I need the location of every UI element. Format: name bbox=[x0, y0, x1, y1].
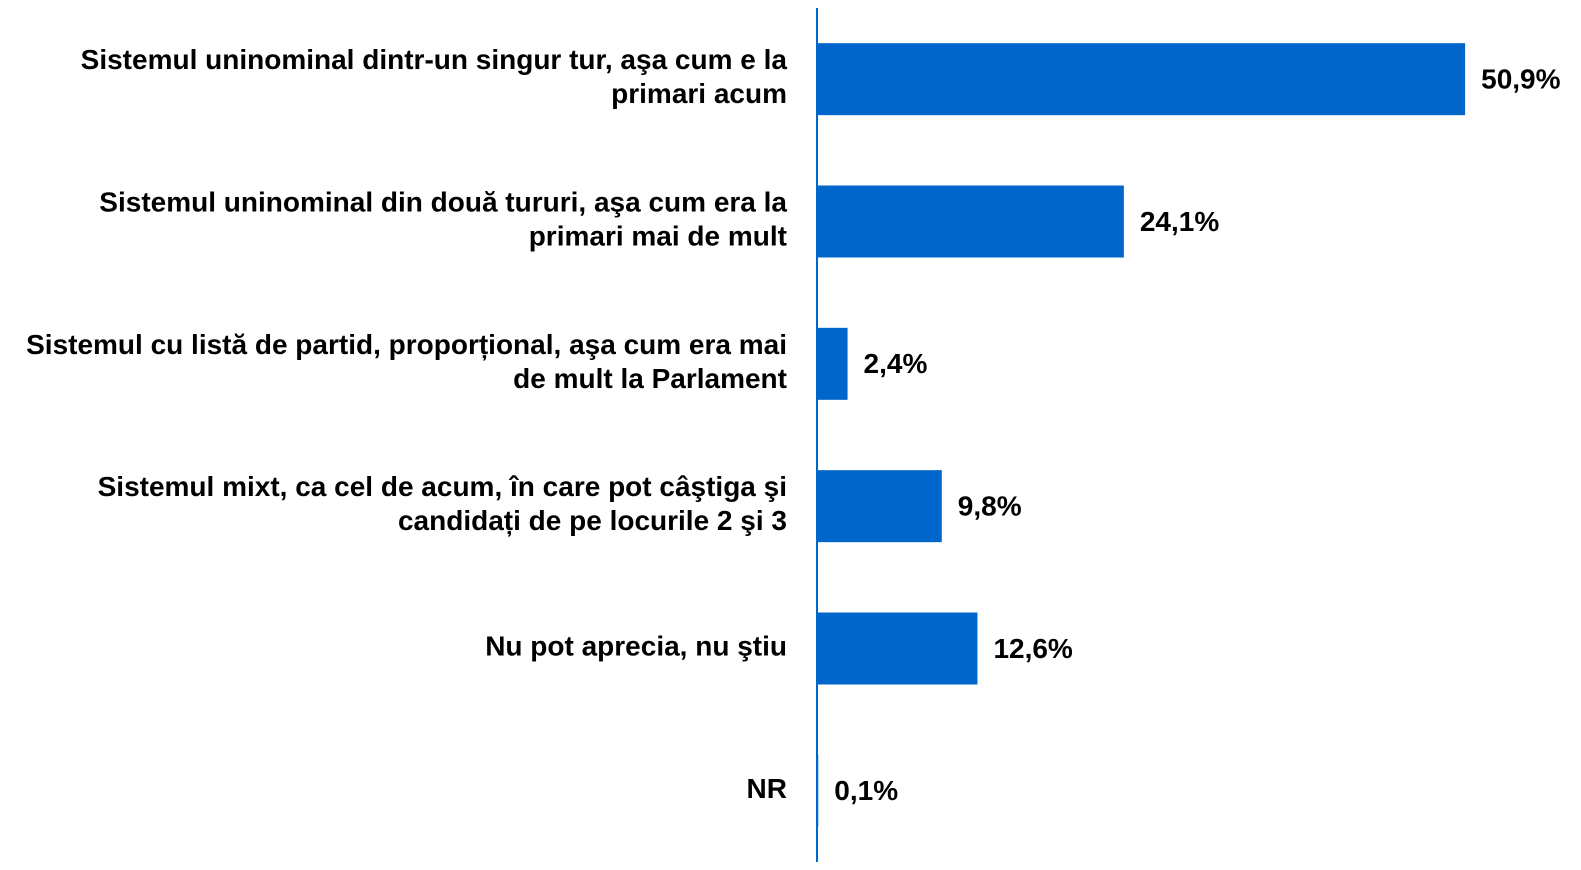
bar bbox=[817, 185, 1124, 258]
value-label: 2,4% bbox=[864, 348, 928, 379]
value-label: 12,6% bbox=[993, 633, 1072, 664]
bar bbox=[817, 612, 978, 685]
bar bbox=[817, 470, 942, 543]
value-label: 50,9% bbox=[1481, 64, 1560, 95]
value-label: 24,1% bbox=[1140, 206, 1219, 237]
category-label: NR bbox=[747, 773, 787, 804]
category-label: Sistemul uninominal dintr-un singur tur,… bbox=[81, 45, 788, 110]
bar bbox=[817, 327, 848, 400]
value-label: 0,1% bbox=[834, 775, 898, 806]
category-label: Sistemul cu listă de partid, proporționa… bbox=[26, 329, 787, 394]
category-label: Sistemul uninominal din două tururi, aşa… bbox=[99, 187, 787, 252]
bar bbox=[817, 43, 1466, 116]
category-label: Nu pot aprecia, nu ştiu bbox=[485, 631, 787, 662]
value-label: 9,8% bbox=[958, 491, 1022, 522]
category-label: Sistemul mixt, ca cel de acum, în care p… bbox=[98, 472, 787, 537]
